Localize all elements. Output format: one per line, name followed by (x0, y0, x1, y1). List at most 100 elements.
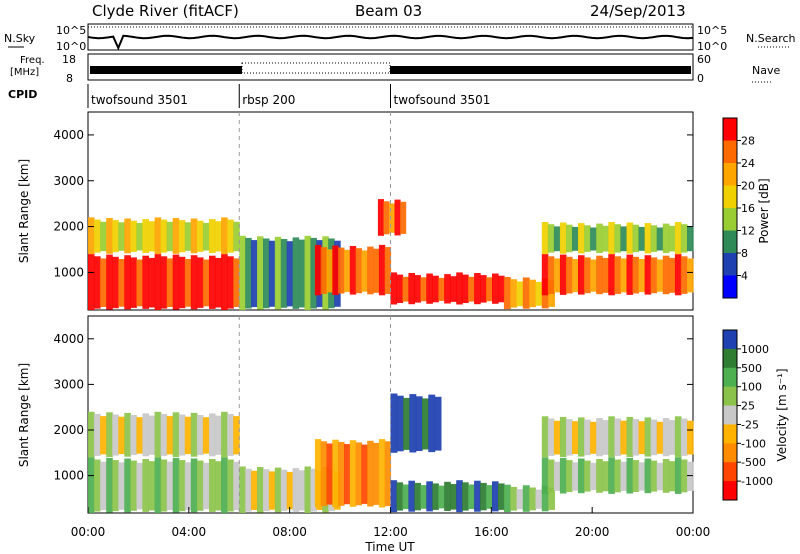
power-data-cell (154, 254, 162, 310)
power-data-cell (566, 256, 573, 294)
power-data-cell (426, 273, 433, 304)
noise-right-tick-bottom: 10^0 (697, 40, 727, 53)
power-data-cell (209, 219, 216, 253)
velocity-data-cell (118, 416, 125, 455)
velocity-data-cell (680, 459, 688, 493)
velocity-data-cell (578, 458, 585, 494)
velocity-data-cell (403, 397, 410, 450)
velocity-data-cell (687, 461, 694, 491)
velocity-data-cell (196, 415, 204, 456)
power-data-cell (492, 273, 499, 304)
velocity-data-cell (106, 457, 113, 513)
velocity-colorbar-tick-label: 500 (741, 362, 762, 375)
velocity-data-cell (434, 396, 442, 451)
power-data-cell (355, 248, 362, 294)
velocity-colorbar: Velocity [m s⁻¹] 1000 500 100 25 -25 -100 -500… (722, 329, 789, 501)
velocity-data-cell (602, 461, 609, 492)
velocity-data-cell (112, 460, 119, 512)
power-colorbar-swatch (723, 118, 737, 141)
velocity-data-cell (438, 485, 445, 509)
power-data-cell (529, 279, 536, 308)
velocity-data-cell (456, 480, 463, 513)
velocity-data-cell (172, 412, 180, 457)
power-data-cell (178, 256, 186, 309)
time-axis: Time UT 00:00 04:00 08:00 12:00 16:00 20:00 00… (71, 507, 710, 554)
power-colorbar-swatch (723, 275, 737, 299)
velocity-data-cell (480, 482, 487, 511)
power-data-cell (274, 236, 282, 310)
power-data-cell (88, 217, 95, 255)
power-data-cell (112, 220, 119, 253)
velocity-data-cell (130, 415, 137, 456)
power-data-cell (196, 257, 204, 308)
velocity-colorbar-swatch (723, 443, 737, 463)
velocity-data-cell (428, 394, 436, 453)
velocity-data-cell (492, 481, 499, 512)
velocity-colorbar-tick-label: 1000 (741, 343, 769, 356)
power-data-cell (432, 275, 439, 303)
velocity-data-cell (632, 460, 640, 492)
velocity-data-cell (626, 416, 634, 457)
power-data-cell (377, 199, 384, 236)
noise-left-label: N.Sky (4, 32, 36, 45)
power-data-cell (474, 273, 481, 305)
velocity-data-cell (166, 461, 174, 511)
power-data-cell (650, 225, 658, 252)
power-colorbar-tick-label: 20 (741, 180, 755, 193)
power-data-cell (614, 256, 621, 294)
power-colorbar-label: Power [dB] (757, 178, 771, 243)
power-data-cell (566, 224, 573, 253)
velocity-data-cell (596, 459, 603, 493)
power-data-cell (480, 275, 487, 303)
velocity-data-cell (221, 457, 228, 513)
power-data-cell (626, 222, 634, 254)
power-colorbar-tick-label: 4 (741, 270, 748, 283)
velocity-data-cell (227, 459, 234, 512)
velocity-data-cell (572, 462, 579, 491)
velocity-data-cell (124, 412, 131, 457)
nave-label: Nave (752, 64, 780, 77)
power-data-cell (450, 276, 457, 302)
velocity-data-cell (326, 443, 333, 505)
velocity-data-cell (184, 462, 192, 510)
power-data-cell (154, 217, 162, 255)
power-data-cell (674, 254, 682, 296)
xtick-label: 20:00 (575, 525, 610, 539)
velocity-ytick-label: 4000 (53, 332, 84, 346)
freq-bar-right (390, 66, 691, 74)
velocity-data-cell (268, 471, 276, 510)
power-data-cell (136, 222, 143, 251)
power-data-cell (662, 255, 670, 295)
beam-title: Beam 03 (355, 2, 422, 20)
power-data-cell (596, 223, 603, 253)
power-data-cell (118, 222, 125, 251)
power-data-cell (650, 257, 658, 294)
power-colorbar-swatch (723, 230, 737, 254)
velocity-data-cell (202, 417, 210, 454)
power-data-cell (190, 255, 198, 310)
velocity-data-cell (474, 480, 481, 512)
velocity-data-cell (632, 419, 640, 456)
power-data-cell (286, 241, 294, 307)
power-data-cell (486, 277, 493, 302)
velocity-data-cell (378, 439, 386, 508)
power-data-cell (378, 244, 386, 296)
velocity-data-cell (310, 468, 317, 512)
velocity-data-cell (414, 482, 421, 511)
power-data-cell (373, 248, 380, 293)
power-data-cell (687, 226, 694, 252)
velocity-colorbar-tick-label: -25 (741, 418, 759, 431)
velocity-data-cell (344, 444, 351, 505)
velocity-data-cell (559, 457, 567, 494)
power-data-cell (112, 256, 119, 309)
power-colorbar: Power [dB] 28 24 20 16 12 8 4 (722, 117, 771, 299)
velocity-data-cell (656, 462, 664, 491)
power-colorbar-swatch (723, 163, 737, 186)
power-data-cell (535, 281, 543, 306)
power-data-cell (602, 225, 609, 252)
power-data-cell (251, 240, 258, 308)
velocity-data-cell (547, 418, 555, 456)
power-data-cell (209, 255, 216, 309)
power-ytick-label: 3000 (53, 174, 84, 188)
velocity-data-cell (566, 419, 573, 456)
